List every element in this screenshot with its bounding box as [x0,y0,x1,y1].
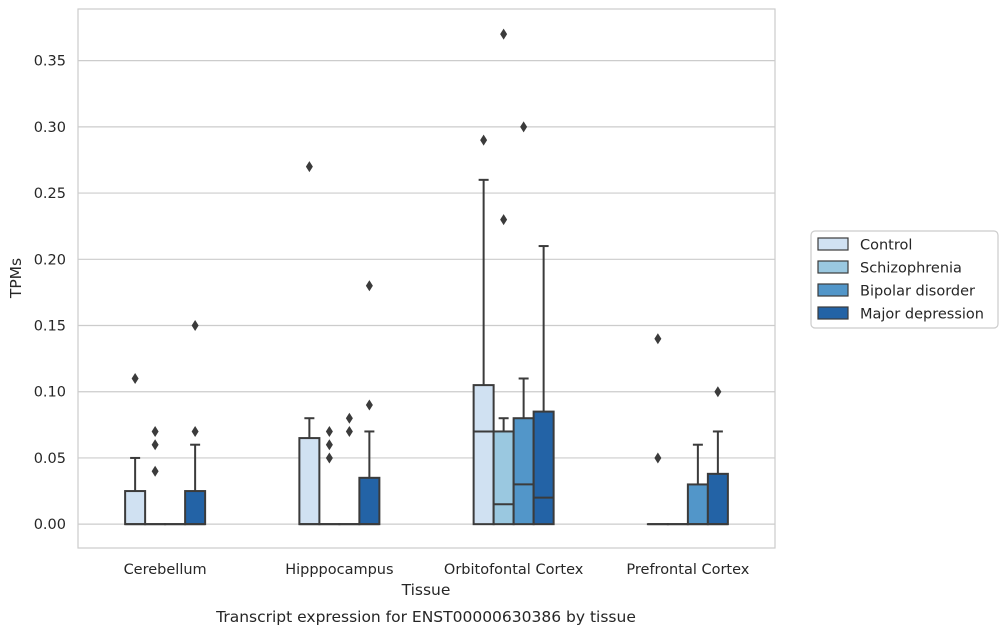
outlier-point [131,372,139,384]
box-bipolar-disorder [338,412,361,526]
y-tick-label: 0.00 [34,517,66,533]
outlier-point [151,465,159,477]
outlier-point [365,399,373,411]
box-bipolar-disorder [686,443,709,526]
box-control [646,333,669,526]
box-major-depression [358,280,381,526]
legend: Control Schizophrenia Bipolar disorder Majo… [810,230,999,329]
x-tick-label: Hipppocampus [285,562,393,578]
x-tick-label: Prefrontal Cortex [626,562,749,578]
box-body [472,384,495,526]
outlier-point [654,333,662,345]
box-schizophrenia [318,425,341,526]
outlier-point [325,439,333,451]
outlier-point [520,121,528,133]
legend-swatch [817,260,849,274]
gridlines [78,60,775,525]
y-tick-label: 0.20 [34,252,66,268]
y-axis-label: TPMs [7,258,25,299]
legend-swatch [817,237,849,251]
outlier-point [151,425,159,437]
box-marks [124,28,729,526]
y-tick-labels: 0.00 0.05 0.10 0.15 0.20 0.25 0.30 0.35 [34,54,66,534]
box-body [492,430,515,526]
x-tick-labels: Cerebellum Hipppocampus Orbitofontal Corte… [124,562,750,578]
y-tick-label: 0.30 [34,120,66,136]
box-body [512,417,535,526]
outlier-point [345,412,353,424]
y-tick-label: 0.15 [34,319,66,335]
box-schizophrenia [492,28,515,526]
legend-swatch [817,283,849,297]
legend-label: Major depression [860,307,984,323]
outlier-point [191,425,199,437]
box-body [358,476,381,526]
box-major-depression [532,245,555,526]
outlier-point [714,386,722,398]
outlier-point [480,134,488,146]
y-tick-label: 0.25 [34,186,66,202]
outlier-point [325,452,333,464]
box-body [184,490,207,526]
outlier-point [191,320,199,332]
chart-caption: Transcript expression for ENST0000063038… [215,608,636,626]
y-tick-label: 0.05 [34,451,66,467]
legend-label: Control [860,238,912,254]
outlier-point [500,214,508,226]
box-major-depression [184,320,207,526]
legend-swatch [817,306,849,320]
outlier-point [654,452,662,464]
box-control [124,372,147,526]
legend-frame [810,230,999,329]
box-body [686,483,709,526]
box-control [298,161,321,526]
outlier-point [345,425,353,437]
y-tick-label: 0.35 [34,54,66,70]
box-bipolar-disorder [512,121,535,526]
plot-area [77,8,776,549]
outlier-point [151,439,159,451]
outlier-point [500,28,508,40]
y-tick-label: 0.10 [34,385,66,401]
box-body [532,410,555,526]
legend-label: Bipolar disorder [860,284,975,300]
box-body [124,490,147,526]
box-body [706,472,729,526]
outlier-point [365,280,373,292]
box-body [298,437,321,526]
box-schizophrenia [144,425,167,526]
x-tick-label: Cerebellum [124,562,207,578]
outlier-point [305,161,313,173]
x-axis-label: Tissue [401,581,451,599]
outlier-point [325,425,333,437]
box-major-depression [706,386,729,526]
x-tick-label: Orbitofontal Cortex [444,562,584,578]
legend-label: Schizophrenia [860,261,962,277]
